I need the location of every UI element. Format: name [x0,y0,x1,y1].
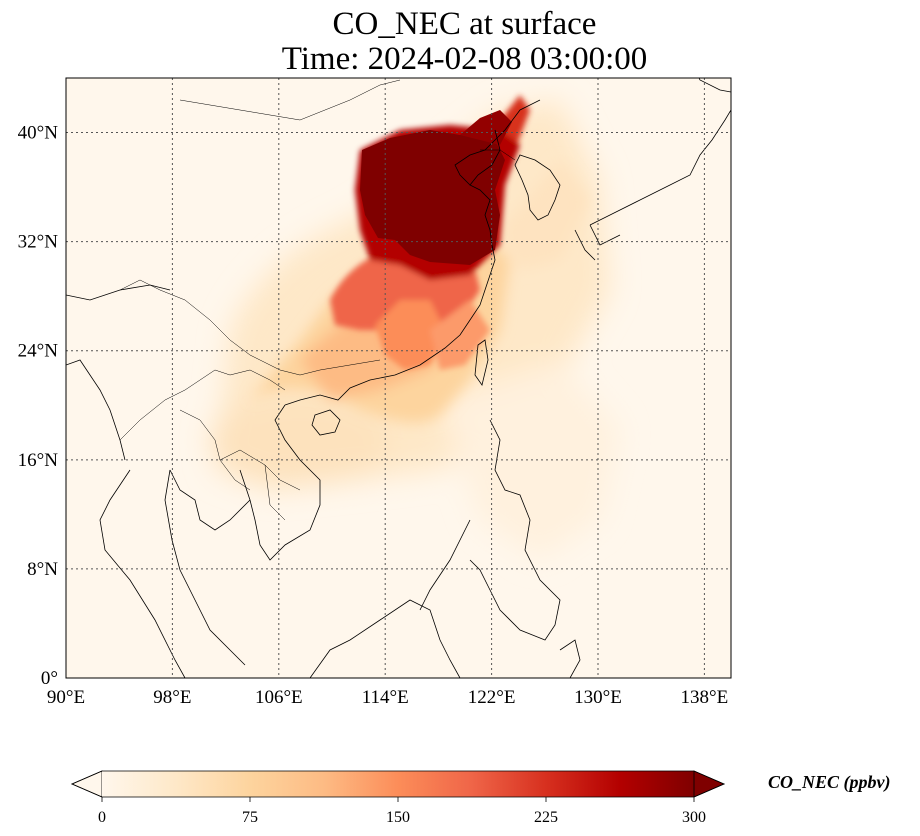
colorbar-tick-label: 150 [386,809,410,826]
coast-japan [574,109,731,261]
coast-philippines [469,419,561,641]
lat-tick-labels: 0° 8°N 16°N 24°N 32°N 40°N [18,123,59,689]
colorbar-tick-label: 300 [682,809,706,826]
lat-tick-label: 40°N [18,123,59,144]
lon-tick-label: 98°E [153,687,191,708]
lat-tick-label: 16°N [18,450,59,471]
lat-tick-label: 8°N [27,559,58,580]
title-variable: CO_NEC at surface [332,6,597,42]
coast-malay [164,469,246,666]
gridlines [66,78,731,678]
lon-tick-label: 106°E [255,687,303,708]
map-frame [65,77,732,679]
colorbar-title: CO_NEC (ppbv) [768,772,891,793]
lon-tick-label: 114°E [362,687,409,708]
lat-tick-label: 24°N [18,341,59,362]
colorbar-tick-label: 75 [242,809,258,826]
coastlines [66,78,731,678]
concentration-field [66,78,731,678]
coast-hainan [311,409,341,436]
coast-taiwan [474,339,489,386]
lon-tick-label: 130°E [574,687,622,708]
colorbar-ramp [102,771,694,797]
colorbar: 0 75 150 225 300 CO_NEC (ppbv) [70,770,891,826]
country-borders [119,79,516,521]
lon-tick-label: 90°E [47,687,85,708]
title-time: Time: 2024-02-08 03:00:00 [281,41,648,77]
lat-tick-label: 32°N [18,232,59,253]
colorbar-extend-max [693,770,726,798]
colorbar-tick-label: 0 [98,809,106,826]
colorbar-extend-min [70,770,103,798]
lon-tick-label: 138°E [681,687,729,708]
colorbar-tick-label: 225 [534,809,558,826]
coast-korea [514,154,561,221]
plume-core [360,128,505,265]
coast-borneo [309,599,461,678]
coast-indochina [169,404,321,561]
colorbar-ticks: 0 75 150 225 300 [98,797,706,826]
lon-tick-label: 122°E [468,687,516,708]
lon-tick-labels: 90°E 98°E 106°E 114°E 122°E 130°E 138°E [47,687,728,708]
lat-tick-label: 0° [41,668,58,689]
